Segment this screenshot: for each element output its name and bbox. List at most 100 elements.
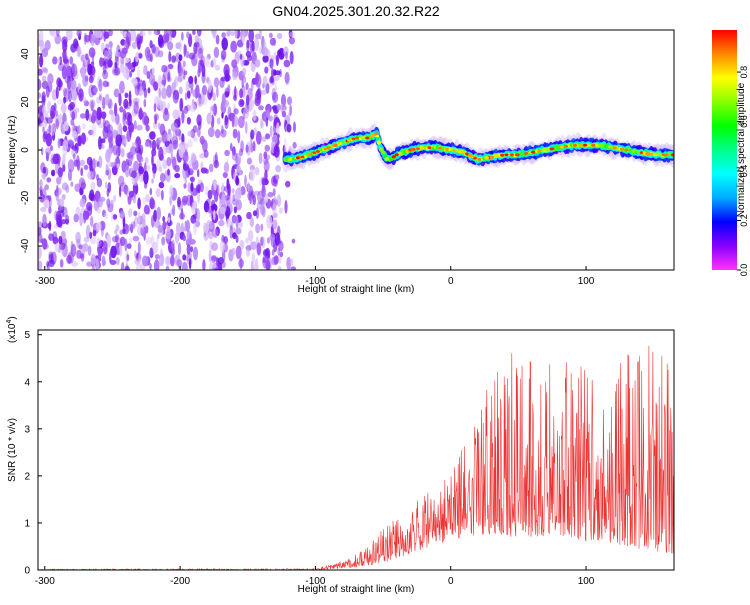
spectrogram-noise-blob (157, 74, 162, 88)
spectrogram-noise-blob (275, 55, 279, 66)
spectrogram-noise-blob (149, 139, 152, 149)
spectrogram-noise-blob (264, 66, 269, 74)
spectrogram-noise-blob (262, 41, 267, 54)
spectrogram-noise-blob (166, 219, 173, 227)
spectrogram-noise-blob (62, 164, 66, 172)
spectrogram-noise-blob (108, 30, 113, 37)
spectrogram-noise-blob (207, 205, 212, 214)
spectrogram-noise-blob (105, 169, 109, 176)
spectrogram-noise-blob (53, 223, 59, 230)
spectrogram-noise-blob (277, 49, 282, 57)
spectrogram-noise-blob (119, 80, 125, 94)
spectrogram-noise-blob (180, 207, 184, 220)
spectrogram-noise-blob (256, 88, 261, 101)
spectrogram-noise-blob (42, 105, 47, 115)
spectrogram-noise-blob (203, 56, 210, 66)
spectrogram-noise-blob (185, 80, 190, 93)
spectrogram-noise-blob (120, 147, 125, 158)
ridge-peak (323, 147, 328, 151)
spectrogram-noise-blob (213, 160, 219, 169)
spectrogram-noise-blob (108, 40, 113, 48)
spectrogram-noise-blob (137, 241, 141, 255)
spectrogram-noise-blob (172, 109, 180, 120)
spectrogram-noise-blob (265, 133, 271, 140)
spectrogram-noise-blob (59, 196, 65, 207)
spectrogram-noise-blob (269, 233, 276, 242)
spectrogram-noise-blob (107, 49, 113, 59)
spectrogram-noise-blob (249, 216, 254, 228)
spectrogram-noise-blob (158, 181, 165, 189)
spectrogram-noise-blob (174, 254, 181, 265)
x-tick-label: -200 (170, 576, 190, 587)
spectrogram-noise-blob (247, 145, 254, 153)
snr-scale-prefix: (x10 (7, 323, 18, 343)
spectrogram-noise-blob (276, 32, 283, 40)
spectrogram-noise-blob (172, 90, 179, 104)
spectrogram-noise-blob (235, 187, 242, 200)
spectrogram-noise-blob (189, 176, 195, 183)
spectrogram-noise-blob (161, 79, 167, 86)
spectrogram-noise-blob (132, 220, 136, 229)
x-tick-label: 0 (448, 276, 454, 287)
spectrogram-noise-blob (89, 231, 93, 239)
spectrogram-noise-blob (190, 182, 194, 192)
spectrogram-noise-blob (147, 30, 152, 36)
spectrogram-noise-blob (141, 213, 146, 224)
spectrogram-noise-blob (283, 138, 287, 152)
spectrogram-noise-blob (214, 64, 221, 71)
spectrogram-noise-blob (156, 159, 162, 172)
spectrogram-noise-blob (275, 165, 282, 173)
spectrogram-noise-blob (153, 81, 159, 91)
spectrogram-noise-blob (50, 110, 55, 120)
spectrogram-noise-blob (65, 30, 73, 41)
ridge-peak (591, 143, 596, 147)
spectrogram-noise-blob (247, 182, 250, 192)
spectrogram-noise-blob (255, 130, 262, 145)
spectrogram-noise-blob (38, 221, 43, 229)
spectrogram-noise-blob (119, 106, 124, 113)
spectrogram-noise-blob (113, 88, 120, 98)
spectrogram-noise-blob (250, 81, 254, 92)
spectrogram-noise-blob (235, 152, 238, 164)
spectrogram-noise-blob (91, 124, 97, 137)
spectrogram-noise-blob (210, 60, 214, 68)
spectrogram-noise-blob (250, 129, 255, 140)
spectrogram-noise-blob (231, 59, 238, 69)
spectrogram-noise-blob (99, 57, 104, 68)
spectrogram-noise-blob (214, 129, 221, 139)
spectrogram-noise-blob (52, 153, 59, 165)
spectrogram-noise-blob (79, 159, 86, 166)
spectrogram-noise-blob (264, 115, 267, 123)
y-tick-label: 40 (20, 48, 31, 60)
spectrogram-noise-blob (232, 146, 236, 156)
ridge-peak (461, 150, 465, 154)
spectrogram-noise-blob (130, 224, 134, 234)
spectrogram-noise-blob (258, 152, 263, 165)
spectrogram-noise-blob (122, 125, 128, 132)
spectrogram-noise-blob (52, 56, 58, 65)
spectrogram-noise-blob (245, 82, 249, 90)
spectrogram-noise-blob (68, 176, 73, 181)
spectrogram-noise-blob (168, 50, 172, 63)
spectrogram-noise-blob (235, 235, 239, 243)
spectrogram-noise-blob (83, 164, 89, 171)
spectrogram-noise-blob (213, 77, 220, 88)
spectrogram-noise-blob (41, 95, 46, 108)
spectrogram-noise-blob (172, 204, 176, 217)
ridge-peak (537, 149, 542, 153)
spectrogram-noise-blob (216, 85, 219, 98)
spectrogram-noise-blob (256, 242, 262, 256)
spectrogram-noise-blob (80, 113, 86, 119)
spectrogram-noise-blob (209, 163, 214, 173)
spectrogram-noise-blob (169, 196, 172, 206)
spectrogram-noise-blob (118, 185, 122, 198)
spectrogram-noise-blob (208, 250, 212, 263)
snr-frame (37, 329, 675, 571)
x-tick-label: -300 (35, 276, 55, 287)
spectrogram-noise-blob (45, 152, 50, 160)
spectrogram-noise-blob (166, 132, 173, 142)
x-tick-label: -200 (170, 276, 190, 287)
spectrogram-noise-blob (38, 68, 43, 76)
spectrogram-noise-blob (200, 167, 208, 174)
spectrogram-noise-blob (207, 114, 212, 124)
